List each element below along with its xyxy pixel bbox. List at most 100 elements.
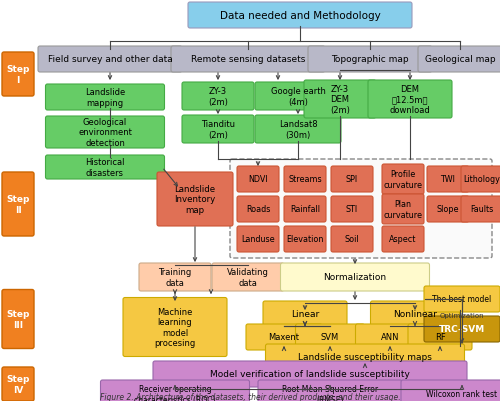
- Text: Google earth
(4m): Google earth (4m): [270, 87, 326, 106]
- Text: Landslide susceptibility maps: Landslide susceptibility maps: [298, 352, 432, 362]
- FancyBboxPatch shape: [46, 156, 164, 180]
- FancyBboxPatch shape: [280, 263, 430, 291]
- FancyBboxPatch shape: [2, 53, 34, 97]
- Text: The best model: The best model: [432, 295, 492, 304]
- Text: Soil: Soil: [344, 235, 360, 244]
- FancyBboxPatch shape: [461, 196, 500, 223]
- FancyBboxPatch shape: [266, 344, 464, 370]
- FancyBboxPatch shape: [2, 172, 34, 237]
- FancyBboxPatch shape: [100, 380, 250, 401]
- Text: Step
I: Step I: [6, 65, 30, 85]
- Text: Step
II: Step II: [6, 195, 30, 214]
- FancyBboxPatch shape: [331, 227, 373, 252]
- Text: Validating
data: Validating data: [227, 267, 269, 287]
- FancyBboxPatch shape: [255, 116, 341, 144]
- FancyBboxPatch shape: [401, 380, 500, 401]
- Text: Data needed and Methodology: Data needed and Methodology: [220, 11, 380, 21]
- Text: Landuse: Landuse: [241, 235, 275, 244]
- FancyBboxPatch shape: [153, 361, 467, 387]
- Text: Landsat8
(30m): Landsat8 (30m): [278, 120, 318, 140]
- FancyBboxPatch shape: [418, 47, 500, 73]
- FancyBboxPatch shape: [296, 324, 364, 350]
- FancyBboxPatch shape: [2, 290, 34, 348]
- Text: Elevation: Elevation: [286, 235, 324, 244]
- Text: Field survey and other data: Field survey and other data: [48, 55, 172, 64]
- Text: Normalization: Normalization: [324, 273, 386, 282]
- Text: Machine
learning
model
procesing: Machine learning model procesing: [154, 307, 196, 347]
- FancyBboxPatch shape: [182, 116, 254, 144]
- FancyBboxPatch shape: [237, 166, 279, 192]
- Text: Training
data: Training data: [158, 267, 192, 287]
- FancyBboxPatch shape: [331, 166, 373, 192]
- Text: Roads: Roads: [246, 205, 270, 214]
- FancyBboxPatch shape: [370, 301, 460, 327]
- Text: STI: STI: [346, 205, 358, 214]
- Text: Rainfall: Rainfall: [290, 205, 320, 214]
- Text: TRC-SVM: TRC-SVM: [439, 325, 485, 334]
- FancyBboxPatch shape: [424, 286, 500, 312]
- Text: Figure 2. Architecture of the datasets, their derived products, and their usage.: Figure 2. Architecture of the datasets, …: [100, 392, 401, 401]
- FancyBboxPatch shape: [230, 160, 492, 258]
- FancyBboxPatch shape: [284, 196, 326, 223]
- Text: Model verification of landslide susceptibility: Model verification of landslide suscepti…: [210, 370, 410, 379]
- FancyBboxPatch shape: [212, 263, 284, 291]
- Text: Streams: Streams: [288, 175, 322, 184]
- FancyBboxPatch shape: [284, 166, 326, 192]
- FancyBboxPatch shape: [263, 301, 347, 327]
- Text: TWI: TWI: [440, 175, 456, 184]
- Text: Landslide
Inventory
map: Landslide Inventory map: [174, 184, 216, 215]
- Text: Receiver operating
characteristics (ROC): Receiver operating characteristics (ROC): [134, 384, 216, 401]
- FancyBboxPatch shape: [304, 81, 376, 119]
- Text: DEM
（12.5m）
download: DEM （12.5m） download: [390, 85, 430, 115]
- FancyBboxPatch shape: [427, 196, 469, 223]
- Text: Geological map: Geological map: [424, 55, 496, 64]
- Text: NDVI: NDVI: [248, 175, 268, 184]
- Text: Slope: Slope: [437, 205, 459, 214]
- FancyBboxPatch shape: [246, 324, 322, 350]
- Text: ZY-3
(2m): ZY-3 (2m): [208, 87, 228, 106]
- Text: Historical
disasters: Historical disasters: [85, 158, 125, 177]
- FancyBboxPatch shape: [46, 85, 164, 111]
- Text: SPI: SPI: [346, 175, 358, 184]
- FancyBboxPatch shape: [139, 263, 211, 291]
- FancyBboxPatch shape: [171, 47, 325, 73]
- Text: Wilcoxon rank test: Wilcoxon rank test: [426, 389, 498, 399]
- Text: Optimization: Optimization: [440, 312, 484, 318]
- Text: Profile
curvature: Profile curvature: [384, 170, 422, 189]
- Text: Step
III: Step III: [6, 310, 30, 329]
- FancyBboxPatch shape: [308, 47, 432, 73]
- Text: Aspect: Aspect: [390, 235, 416, 244]
- FancyBboxPatch shape: [2, 367, 34, 401]
- Text: Maxent: Maxent: [268, 333, 300, 342]
- FancyBboxPatch shape: [382, 194, 424, 225]
- FancyBboxPatch shape: [157, 172, 233, 227]
- Text: SVM: SVM: [321, 333, 339, 342]
- Text: Geological
environment
detection: Geological environment detection: [78, 118, 132, 148]
- FancyBboxPatch shape: [427, 166, 469, 192]
- FancyBboxPatch shape: [255, 83, 341, 111]
- Text: Root Mean Squared Error
(RMSE): Root Mean Squared Error (RMSE): [282, 384, 378, 401]
- FancyBboxPatch shape: [258, 380, 402, 401]
- FancyBboxPatch shape: [356, 324, 424, 350]
- FancyBboxPatch shape: [182, 83, 254, 111]
- Text: Topographic map: Topographic map: [331, 55, 409, 64]
- FancyBboxPatch shape: [382, 164, 424, 194]
- FancyBboxPatch shape: [424, 316, 500, 342]
- FancyBboxPatch shape: [461, 166, 500, 192]
- FancyBboxPatch shape: [46, 117, 164, 149]
- FancyBboxPatch shape: [123, 298, 227, 356]
- Text: Faults: Faults: [470, 205, 494, 214]
- FancyBboxPatch shape: [38, 47, 182, 73]
- Text: Remote sensing datasets: Remote sensing datasets: [191, 55, 305, 64]
- FancyBboxPatch shape: [368, 81, 452, 119]
- FancyBboxPatch shape: [408, 324, 472, 350]
- FancyBboxPatch shape: [237, 227, 279, 252]
- Text: Plan
curvature: Plan curvature: [384, 200, 422, 219]
- Text: Tianditu
(2m): Tianditu (2m): [201, 120, 235, 140]
- Text: RF: RF: [434, 333, 446, 342]
- FancyBboxPatch shape: [188, 3, 412, 29]
- Text: Linear: Linear: [291, 310, 319, 319]
- FancyBboxPatch shape: [237, 196, 279, 223]
- Text: Nonlinear: Nonlinear: [393, 310, 437, 319]
- Text: Step
IV: Step IV: [6, 375, 30, 394]
